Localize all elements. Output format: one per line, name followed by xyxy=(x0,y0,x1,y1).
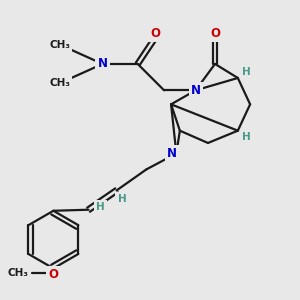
Text: N: N xyxy=(98,57,108,70)
Text: H: H xyxy=(96,202,105,212)
Text: CH₃: CH₃ xyxy=(49,77,70,88)
Text: O: O xyxy=(210,27,220,40)
Text: O: O xyxy=(48,268,59,281)
Text: CH₃: CH₃ xyxy=(7,268,28,278)
Text: H: H xyxy=(242,132,251,142)
Text: N: N xyxy=(167,147,177,160)
Text: O: O xyxy=(150,27,160,40)
Text: N: N xyxy=(191,84,201,97)
Text: H: H xyxy=(242,67,251,77)
Text: H: H xyxy=(118,194,126,204)
Text: CH₃: CH₃ xyxy=(49,40,70,50)
